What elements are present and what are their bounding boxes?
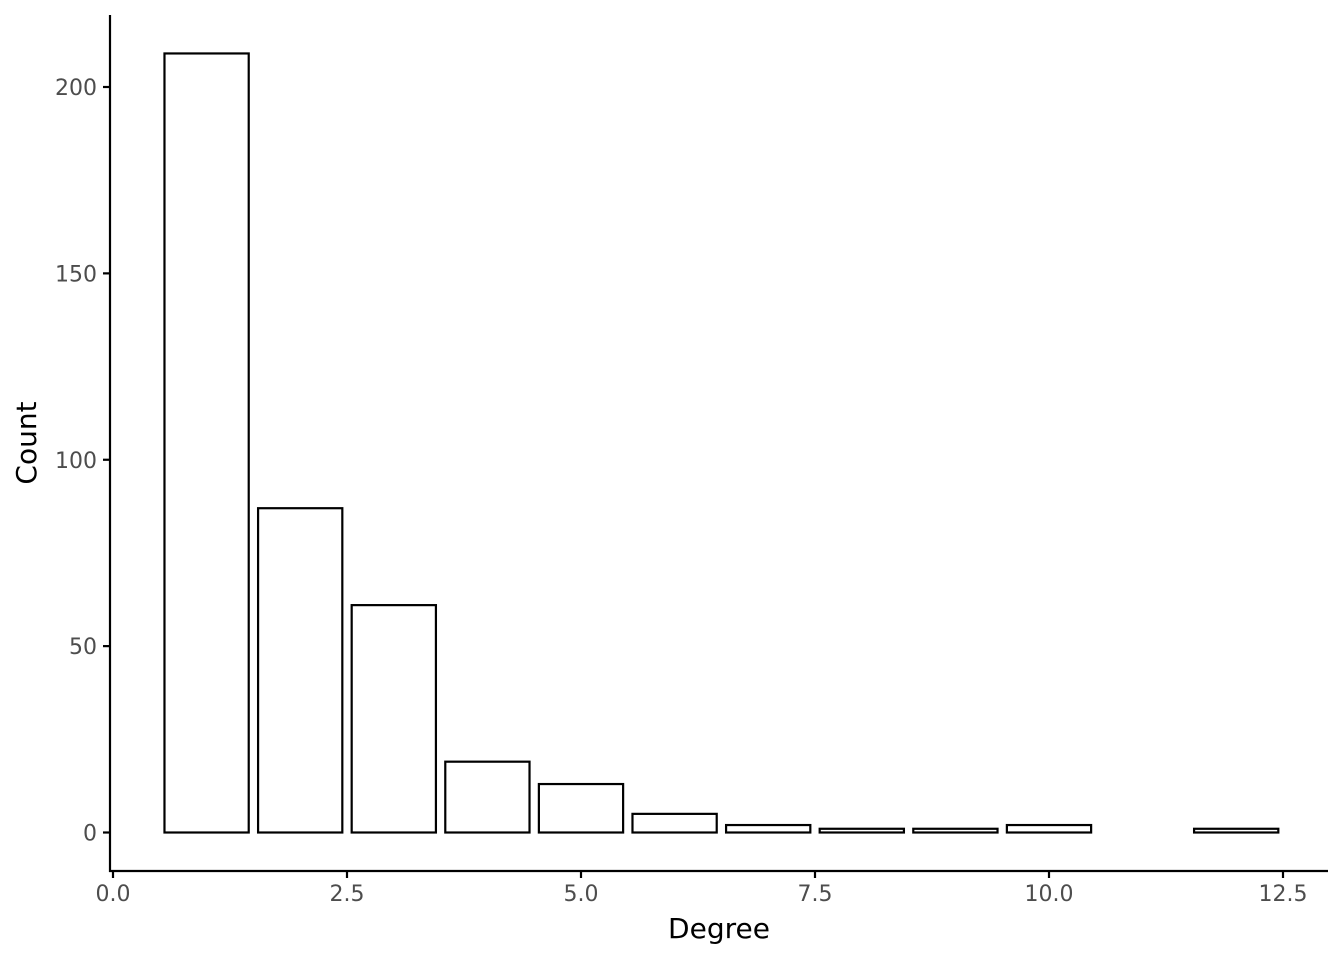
x-ticks: 0.0 2.5 5.0 7.5 10.0 12.5 — [96, 871, 1308, 907]
x-axis-title: Degree — [668, 912, 770, 945]
bar-degree-9 — [912, 827, 999, 834]
bar-degree-7 — [724, 823, 812, 834]
bar-degree-3 — [350, 604, 438, 834]
bar-degree-6 — [631, 812, 718, 834]
bar-degree-8 — [818, 827, 906, 834]
x-tick-label: 5.0 — [564, 882, 599, 907]
y-tick-label: 50 — [69, 635, 97, 660]
bar-degree-12 — [1192, 827, 1280, 834]
x-tick-label: 10.0 — [1025, 882, 1074, 907]
y-tick-label: 200 — [55, 76, 97, 101]
y-ticks: 0 50 100 150 200 — [55, 76, 110, 847]
bar-degree-4 — [444, 760, 531, 834]
x-tick-label: 0.0 — [96, 882, 131, 907]
y-tick-label: 150 — [55, 262, 97, 287]
bar-degree-10 — [1005, 823, 1093, 834]
y-axis-title: Count — [10, 401, 43, 484]
bar-degree-1 — [163, 52, 250, 834]
x-tick-label: 12.5 — [1259, 882, 1308, 907]
axes-layer — [108, 15, 1328, 873]
bar-degree-5 — [537, 782, 625, 834]
bars-layer — [163, 52, 1280, 834]
x-tick-label: 7.5 — [798, 882, 833, 907]
bar-degree-2 — [256, 507, 344, 834]
x-tick-label: 2.5 — [330, 882, 365, 907]
y-tick-label: 0 — [83, 822, 97, 847]
y-tick-label: 100 — [55, 449, 97, 474]
